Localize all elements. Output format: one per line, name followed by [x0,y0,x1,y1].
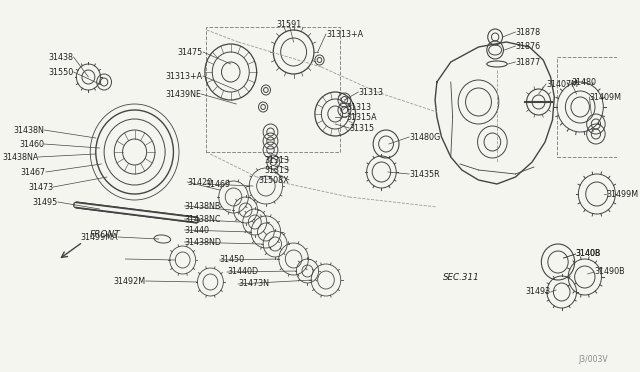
Bar [206,27,340,152]
Text: 31438ND: 31438ND [184,237,221,247]
Text: 31480: 31480 [571,77,596,87]
Text: 31420: 31420 [188,177,212,186]
Text: 31313: 31313 [264,155,289,164]
Text: 31450: 31450 [220,256,244,264]
Text: 31313: 31313 [346,103,371,112]
Text: 31313+A: 31313+A [326,29,363,38]
Text: 31550: 31550 [49,67,74,77]
Text: 31438NA: 31438NA [2,153,38,161]
Text: 31315: 31315 [349,124,374,132]
Text: 31438: 31438 [49,52,74,61]
Text: 31878: 31878 [515,28,541,36]
Text: 31591: 31591 [276,19,301,29]
Text: SEC.311: SEC.311 [444,273,480,282]
Text: 31467: 31467 [20,167,46,176]
Text: 31475: 31475 [178,48,203,57]
Text: 31313+A: 31313+A [166,71,203,80]
Text: 31313: 31313 [358,87,383,96]
Text: 31313: 31313 [264,166,289,174]
Text: 31473: 31473 [28,183,53,192]
Text: 31877: 31877 [515,58,541,67]
Text: 31408: 31408 [575,250,600,259]
Text: 31876: 31876 [515,42,541,51]
Text: 31438NB: 31438NB [184,202,221,211]
Text: 31438N: 31438N [13,125,44,135]
Text: 31493: 31493 [525,288,550,296]
Text: 31460: 31460 [19,140,44,148]
Text: 31490B: 31490B [594,267,625,276]
Text: 31480G: 31480G [409,132,440,141]
Text: 31469: 31469 [206,180,231,189]
Text: 31315A: 31315A [346,112,377,122]
Text: 31439NE: 31439NE [165,90,201,99]
Text: 31440D: 31440D [227,267,258,276]
Text: 31492M: 31492M [113,276,146,285]
Text: 31473N: 31473N [238,279,269,289]
Text: 31499MA: 31499MA [81,232,118,241]
Bar [557,57,617,157]
Text: 31499M: 31499M [606,189,638,199]
Text: 31407M: 31407M [546,80,578,89]
Text: 31508X: 31508X [259,176,289,185]
Text: 31409M: 31409M [589,93,621,102]
Text: FRONT: FRONT [90,230,121,238]
Text: 31435R: 31435R [409,170,440,179]
Text: J3/003V: J3/003V [579,356,608,365]
Text: 31495: 31495 [33,198,58,206]
Text: 31438NC: 31438NC [184,215,221,224]
Text: 31440: 31440 [184,225,209,234]
Text: 3140B: 3140B [575,250,601,259]
